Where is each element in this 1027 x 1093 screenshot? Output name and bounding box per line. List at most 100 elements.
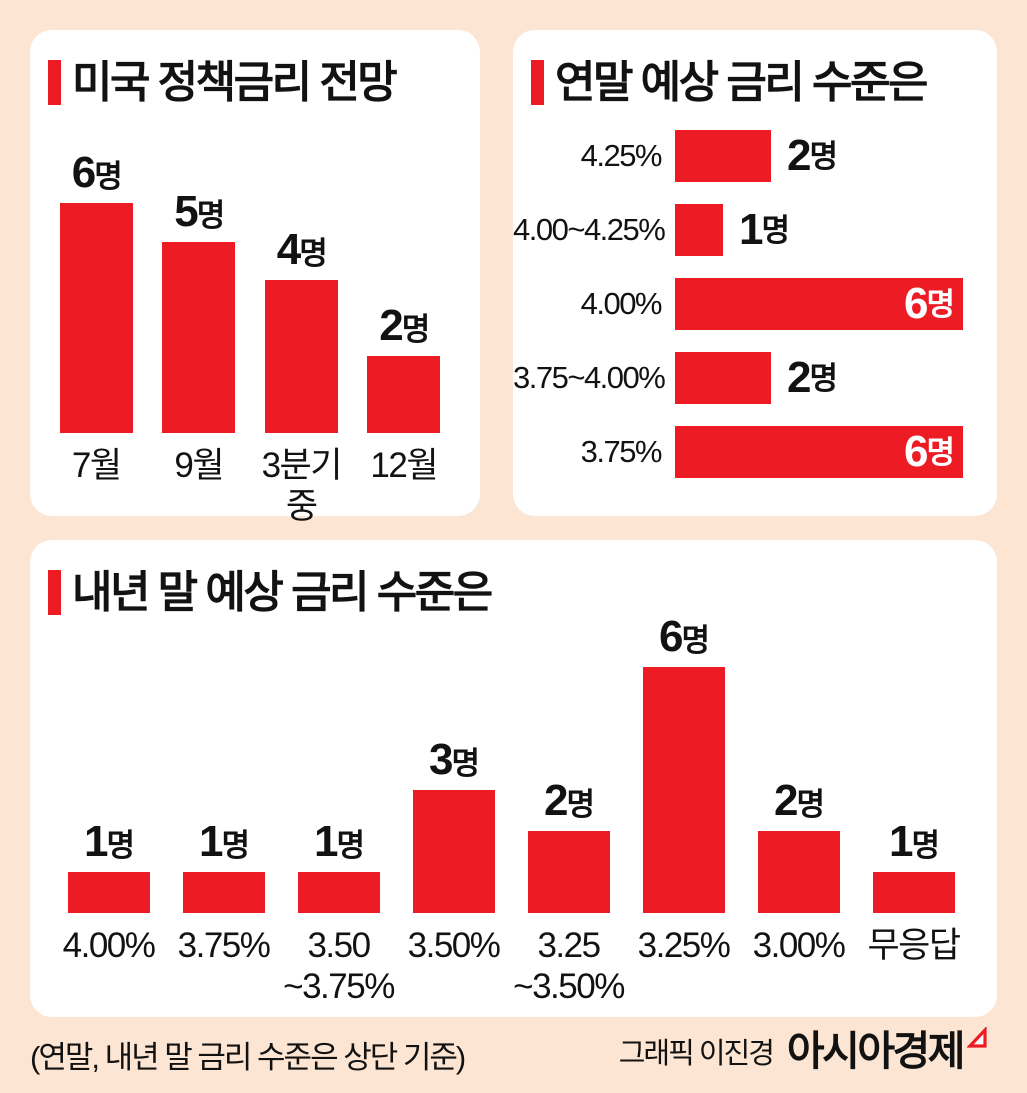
bar-value-suffix: 명 xyxy=(196,197,225,233)
bar-group: 2명 12월 xyxy=(353,150,456,485)
bar xyxy=(675,130,771,182)
bar-value-number: 2 xyxy=(787,131,812,180)
axis-category-label: 3.75% xyxy=(177,926,271,965)
panel2-title-text: 연말 예상 금리 수준은 xyxy=(555,57,929,107)
axis-category-label: 12월 xyxy=(370,446,438,485)
axis-category-label: 4.25% xyxy=(580,138,663,173)
bar-value-number: 1 xyxy=(198,817,224,866)
bar-value-number: 1 xyxy=(313,817,339,866)
bar xyxy=(412,790,495,913)
bar-group: 2명 3.00% xyxy=(741,610,856,1017)
bar-value-suffix: 명 xyxy=(809,138,837,174)
bar-value-number: 5 xyxy=(174,186,199,236)
bar-value-number: 6 xyxy=(903,279,929,328)
chart-us-policy-rate: 6명 7월 5명 9월 4명 3분기중 2명 12월 xyxy=(45,148,456,526)
panel2-title: 연말 예상 금리 수준은 xyxy=(531,57,929,107)
bar-value-suffix: 명 xyxy=(809,360,837,396)
bar-value-suffix: 명 xyxy=(926,434,954,470)
axis-category-label: 3.50% xyxy=(407,926,501,965)
chart-year-end-rate: 4.25% 2 명 4.00~4.25% 1 명 4.00% 6 명 3.75~4.00% 2 명 3.… xyxy=(513,130,997,500)
bar-row: 3.75~4.00% 2 명 xyxy=(513,352,997,404)
bar-value-number: 6 xyxy=(903,427,929,476)
axis-category-label: 무응답 xyxy=(867,926,961,965)
bar-value-suffix: 명 xyxy=(401,312,430,348)
footer-note: (연말, 내년 말 금리 수준은 상단 기준) xyxy=(30,1040,466,1075)
axis-category-label: 3.25% xyxy=(637,926,731,965)
panel1-title-text: 미국 정책금리 전망 xyxy=(72,57,398,107)
bar-group: 1명 3.50 ~3.75% xyxy=(281,610,396,1017)
bar-value-label: 6명 xyxy=(71,148,123,198)
bar-value-suffix: 명 xyxy=(221,828,249,863)
bar-value-suffix: 명 xyxy=(451,746,479,781)
axis-category-label: 9월 xyxy=(174,446,224,485)
bar xyxy=(67,872,150,913)
axis-category-label: 3.50 ~3.75% xyxy=(283,926,395,1007)
bar-value-number: 2 xyxy=(379,301,404,351)
bar-value-number: 6 xyxy=(658,612,684,661)
bar-group: 5명 9월 xyxy=(148,150,251,485)
chart-next-year-end-rate: 1명 4.00% 1명 3.75% 1명 3.50 ~3.75% 3명 3.50% 2명 3.25 ~… xyxy=(51,610,971,1017)
bar xyxy=(264,279,338,433)
axis-category-label: 7월 xyxy=(71,446,122,485)
axis-category-label: 3.75% xyxy=(580,434,663,469)
panel3-title-text: 내년 말 예상 금리 수준은 xyxy=(72,567,493,617)
bar-row: 4.00~4.25% 1 명 xyxy=(513,204,997,256)
bar-value-suffix: 명 xyxy=(911,828,939,863)
bar-group: 3명 3.50% xyxy=(396,610,511,1017)
bar-group: 4명 3분기중 xyxy=(250,150,353,526)
bar-value-label: 2명 xyxy=(773,776,825,825)
bar-value-number: 4 xyxy=(276,224,302,274)
bar xyxy=(675,204,723,256)
bar-value-label: 1명 xyxy=(313,817,365,866)
bar-value-number: 2 xyxy=(773,776,799,825)
panel3-title: 내년 말 예상 금리 수준은 xyxy=(48,567,493,617)
brand-logo-icon xyxy=(967,1027,987,1048)
bar-group: 6명 7월 xyxy=(45,148,148,485)
title-marker xyxy=(48,570,61,615)
bar-value-suffix: 명 xyxy=(299,235,327,271)
bar xyxy=(675,352,771,404)
axis-category-label: 3.75~4.00% xyxy=(513,360,666,395)
bar-value-label: 2명 xyxy=(379,301,430,351)
bar xyxy=(367,356,441,433)
bar-row: 3.75% 6 명 xyxy=(513,426,997,478)
bar-value-number: 6 xyxy=(71,148,97,198)
bar-value-number: 2 xyxy=(787,353,812,402)
bar-value-label: 2명 xyxy=(543,776,595,825)
bar-value-number: 1 xyxy=(888,817,914,866)
bar-row: 4.25% 2 명 xyxy=(513,130,997,182)
bar-value-suffix: 명 xyxy=(926,286,954,322)
panel-year-end-rate: 연말 예상 금리 수준은 4.25% 2 명 4.00~4.25% 1 명 4.00% 6 명 3… xyxy=(513,30,997,516)
bar-value-suffix: 명 xyxy=(566,787,594,822)
axis-category-label: 4.00% xyxy=(62,926,156,965)
bar xyxy=(162,241,236,433)
bar-value-label: 6명 xyxy=(658,612,710,661)
bar-value-suffix: 명 xyxy=(681,623,709,658)
bar-group: 6명 3.25% xyxy=(626,610,741,1017)
axis-category-label: 4.00~4.25% xyxy=(513,212,666,247)
bar-group: 2명 3.25 ~3.50% xyxy=(511,610,626,1017)
bar xyxy=(872,872,955,913)
bar-value-label: 3명 xyxy=(429,738,480,782)
bar-value-number: 1 xyxy=(83,817,109,866)
bar xyxy=(642,667,725,913)
axis-category-label: 3.25 ~3.50% xyxy=(513,926,625,1007)
panel-next-year-end-rate: 내년 말 예상 금리 수준은 1명 4.00% 1명 3.75% 1명 3.50 ~3.75… xyxy=(30,540,997,1017)
bar-group: 1명 4.00% xyxy=(51,610,166,1017)
axis-category-label: 4.00% xyxy=(580,286,663,321)
bar-value-label: 1명 xyxy=(198,817,250,866)
bar-value-number: 1 xyxy=(739,205,764,254)
bar-value-label: 4명 xyxy=(276,224,328,274)
bar-value-number: 2 xyxy=(543,776,569,825)
bar-value-label: 1명 xyxy=(83,817,135,866)
axis-category-label: 3.00% xyxy=(752,926,846,965)
title-marker xyxy=(531,60,544,105)
